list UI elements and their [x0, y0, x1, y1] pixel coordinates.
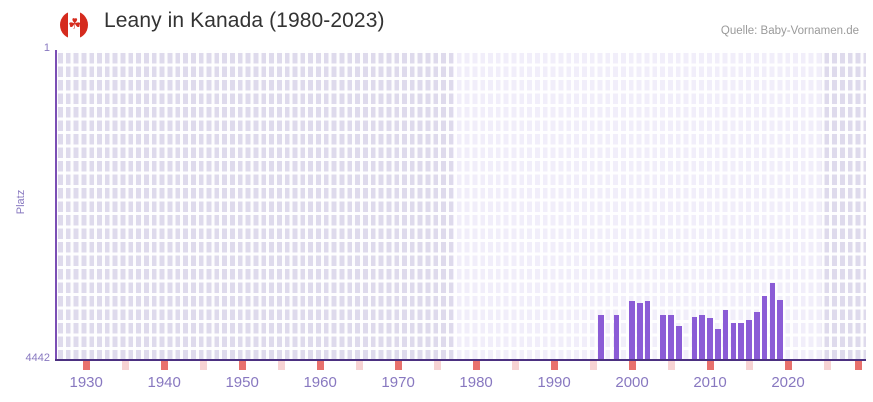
bar-2018[interactable] [769, 282, 776, 360]
x-tick-2010 [706, 361, 714, 370]
page-title: Leany in Kanada (1980-2023) [104, 9, 385, 32]
y-axis-bottom-label: 4442 [25, 352, 50, 364]
y-axis-top-label: 1 [43, 42, 50, 54]
x-tick-1970 [394, 361, 402, 370]
x-tick-1985 [511, 361, 519, 370]
bar-2019[interactable] [777, 299, 783, 360]
x-axis-label-1980: 1980 [459, 374, 493, 391]
bar-2004[interactable] [660, 315, 667, 360]
bar-2008[interactable] [691, 316, 698, 360]
x-tick-2000 [628, 361, 636, 370]
x-tick-2015 [745, 361, 753, 370]
x-tick-2020 [784, 361, 792, 370]
bar-1996[interactable] [598, 315, 604, 360]
bar-2011[interactable] [715, 329, 721, 360]
flag-left-band [60, 11, 68, 39]
x-tick-2025 [823, 361, 831, 370]
x-tick-1930 [82, 361, 90, 370]
x-axis-label-1940: 1940 [147, 374, 181, 391]
x-tick-1940 [160, 361, 168, 370]
bar-2006[interactable] [676, 325, 682, 360]
x-tick-1945 [199, 361, 207, 370]
plot-area [55, 50, 866, 360]
bar-2010[interactable] [707, 318, 713, 360]
bar-2013[interactable] [730, 322, 737, 360]
x-axis-label-1990: 1990 [537, 374, 571, 391]
x-tick-1990 [550, 361, 558, 370]
bar-2014[interactable] [738, 322, 745, 360]
bar-2002[interactable] [644, 301, 651, 360]
bar-2009[interactable] [699, 315, 706, 360]
x-tick-1955 [277, 361, 285, 370]
x-tick-1960 [316, 361, 324, 370]
x-axis-label-1960: 1960 [303, 374, 337, 391]
bar-2001[interactable] [637, 302, 643, 360]
x-axis-label-2000: 2000 [615, 374, 649, 391]
bar-2005[interactable] [668, 315, 674, 360]
x-tick-1980 [472, 361, 480, 370]
x-tick-2005 [667, 361, 675, 370]
flag-right-band [80, 11, 88, 39]
x-axis-label-2010: 2010 [693, 374, 727, 391]
x-tick-1965 [355, 361, 363, 370]
x-axis-label-1930: 1930 [69, 374, 103, 391]
bars-layer [55, 50, 866, 360]
x-tick-2029 [854, 361, 862, 370]
maple-leaf-icon: ☘ [68, 16, 82, 33]
bar-2017[interactable] [761, 296, 768, 360]
x-axis-label-1970: 1970 [381, 374, 415, 391]
bar-1998[interactable] [613, 315, 620, 360]
x-tick-1950 [238, 361, 246, 370]
x-tick-1935 [121, 361, 129, 370]
x-axis-label-2020: 2020 [771, 374, 805, 391]
bar-2012[interactable] [722, 310, 729, 360]
y-axis-line [55, 50, 57, 360]
x-axis-label-1950: 1950 [225, 374, 259, 391]
bar-2016[interactable] [754, 311, 760, 360]
bar-2000[interactable] [629, 301, 635, 360]
x-tick-1975 [433, 361, 441, 370]
x-axis-tick-marks [55, 361, 866, 370]
x-axis-line [55, 359, 866, 361]
x-tick-1995 [589, 361, 597, 370]
chart-header: ☘ Leany in Kanada (1980-2023) Quelle: Ba… [0, 0, 873, 44]
y-axis-title: Platz [15, 189, 27, 215]
bar-2015[interactable] [746, 319, 752, 360]
canada-flag-icon: ☘ [60, 11, 88, 39]
source-attribution: Quelle: Baby-Vornamen.de [720, 25, 859, 37]
